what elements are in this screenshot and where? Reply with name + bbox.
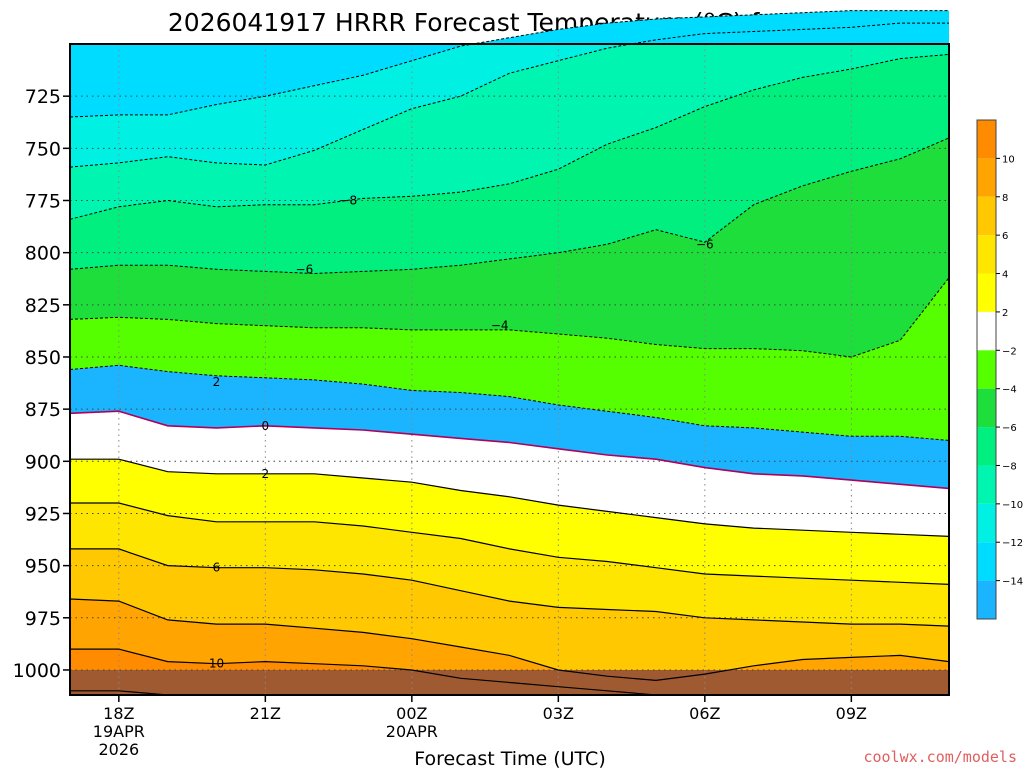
colorbar-tick-label: −6 — [1002, 423, 1017, 434]
colorbar-tick-label: 10 — [1002, 154, 1015, 165]
plot-area — [70, 10, 949, 695]
colorbar-tick-label: 6 — [1002, 231, 1008, 242]
plot-frame — [69, 43, 950, 696]
x-tick-label: 06Z — [689, 704, 720, 723]
y-tick-label: 950 — [25, 556, 61, 578]
contour-line-8 — [69, 598, 950, 682]
colorbar-swatch — [977, 196, 996, 236]
y-tick-label: 900 — [25, 451, 61, 473]
contour-line--10 — [69, 22, 949, 168]
contour-labels: −8 −6 −6 −4 2 0 2 6 10 — [209, 193, 714, 671]
y-tick-label: 850 — [25, 347, 61, 369]
contour-label: 2 — [262, 467, 270, 481]
contour-line-4 — [70, 502, 950, 585]
contour-label: 6 — [213, 561, 221, 575]
colorbar-tick-label: −10 — [1002, 500, 1023, 511]
contour-label: 2 — [213, 375, 221, 389]
contour-label: 0 — [262, 419, 270, 433]
x-tick-date: 19APR — [93, 722, 145, 741]
contour-label: 10 — [209, 657, 224, 671]
credit-text: coolwx.com/models — [863, 748, 1017, 766]
x-tick-year: 2026 — [98, 740, 139, 759]
contour-label: −6 — [696, 237, 714, 251]
y-tick-label: 925 — [25, 503, 61, 525]
colorbar-swatch — [977, 427, 996, 466]
x-tick-label: 00Z — [396, 704, 427, 723]
colorbar-tick-label: −14 — [1002, 577, 1023, 588]
colorbar-swatch — [977, 350, 996, 389]
colorbar-swatch — [977, 235, 996, 274]
y-tick-label: 725 — [25, 86, 61, 108]
x-tick-label: 21Z — [250, 704, 281, 723]
contour-label: −4 — [491, 319, 509, 333]
x-tick-date: 20APR — [386, 722, 438, 741]
colorbar-tick-label: −12 — [1002, 538, 1023, 549]
x-axis-label: Forecast Time (UTC) — [414, 748, 605, 768]
y-tick-label: 750 — [25, 138, 61, 160]
y-tick-label: 825 — [25, 295, 61, 317]
colorbar-swatch — [977, 542, 996, 581]
colorbar-tick-label: 4 — [1002, 270, 1008, 281]
colorbar-tick-label: −4 — [1002, 385, 1017, 396]
colorbar-swatch — [977, 465, 996, 504]
contour-line--2 — [69, 364, 950, 441]
colorbar-swatch — [977, 120, 996, 159]
colorbar: 10 8 6 4 2 −2 −4 −6 −8 −10 −12 −14 — [976, 119, 1023, 620]
contour-line--8 — [69, 53, 950, 220]
colorbar-swatch — [977, 503, 996, 543]
colorbar-frame — [976, 119, 997, 620]
contour-line--6 — [69, 137, 950, 275]
x-tick-label: 03Z — [543, 704, 574, 723]
y-tick-label: 1000 — [13, 660, 61, 682]
colorbar-swatch — [977, 158, 996, 197]
colorbar-tick-label: 8 — [1002, 193, 1008, 204]
y-tick-label: 975 — [25, 608, 61, 630]
contour-line-0 — [69, 410, 950, 490]
contour-line-6 — [70, 548, 950, 627]
x-tick-label: 09Z — [836, 704, 867, 723]
contour-label: −8 — [339, 193, 357, 207]
y-tick-label: 775 — [25, 190, 61, 212]
colorbar-swatch — [977, 580, 996, 619]
colorbar-swatch — [977, 311, 996, 351]
y-tick-label: 875 — [25, 399, 61, 421]
band-fill--12 — [70, 10, 949, 118]
contour-label: −6 — [296, 262, 314, 276]
y-axis: 725 750 775 800 825 850 875 900 925 950 975 1000 — [13, 86, 70, 682]
colorbar-tick-label: −2 — [1002, 346, 1017, 357]
contour-line-2 — [70, 458, 950, 537]
y-tick-label: 800 — [25, 243, 61, 265]
grid — [70, 44, 949, 695]
contour-line--4 — [69, 277, 950, 358]
contour-line--12 — [69, 10, 949, 118]
colorbar-swatch — [977, 273, 996, 312]
colorbar-tick-label: 2 — [1002, 308, 1008, 319]
colorbar-tick-label: −8 — [1002, 461, 1017, 472]
colorbar-swatch — [977, 388, 996, 428]
x-tick-label: 18Z — [103, 704, 134, 723]
